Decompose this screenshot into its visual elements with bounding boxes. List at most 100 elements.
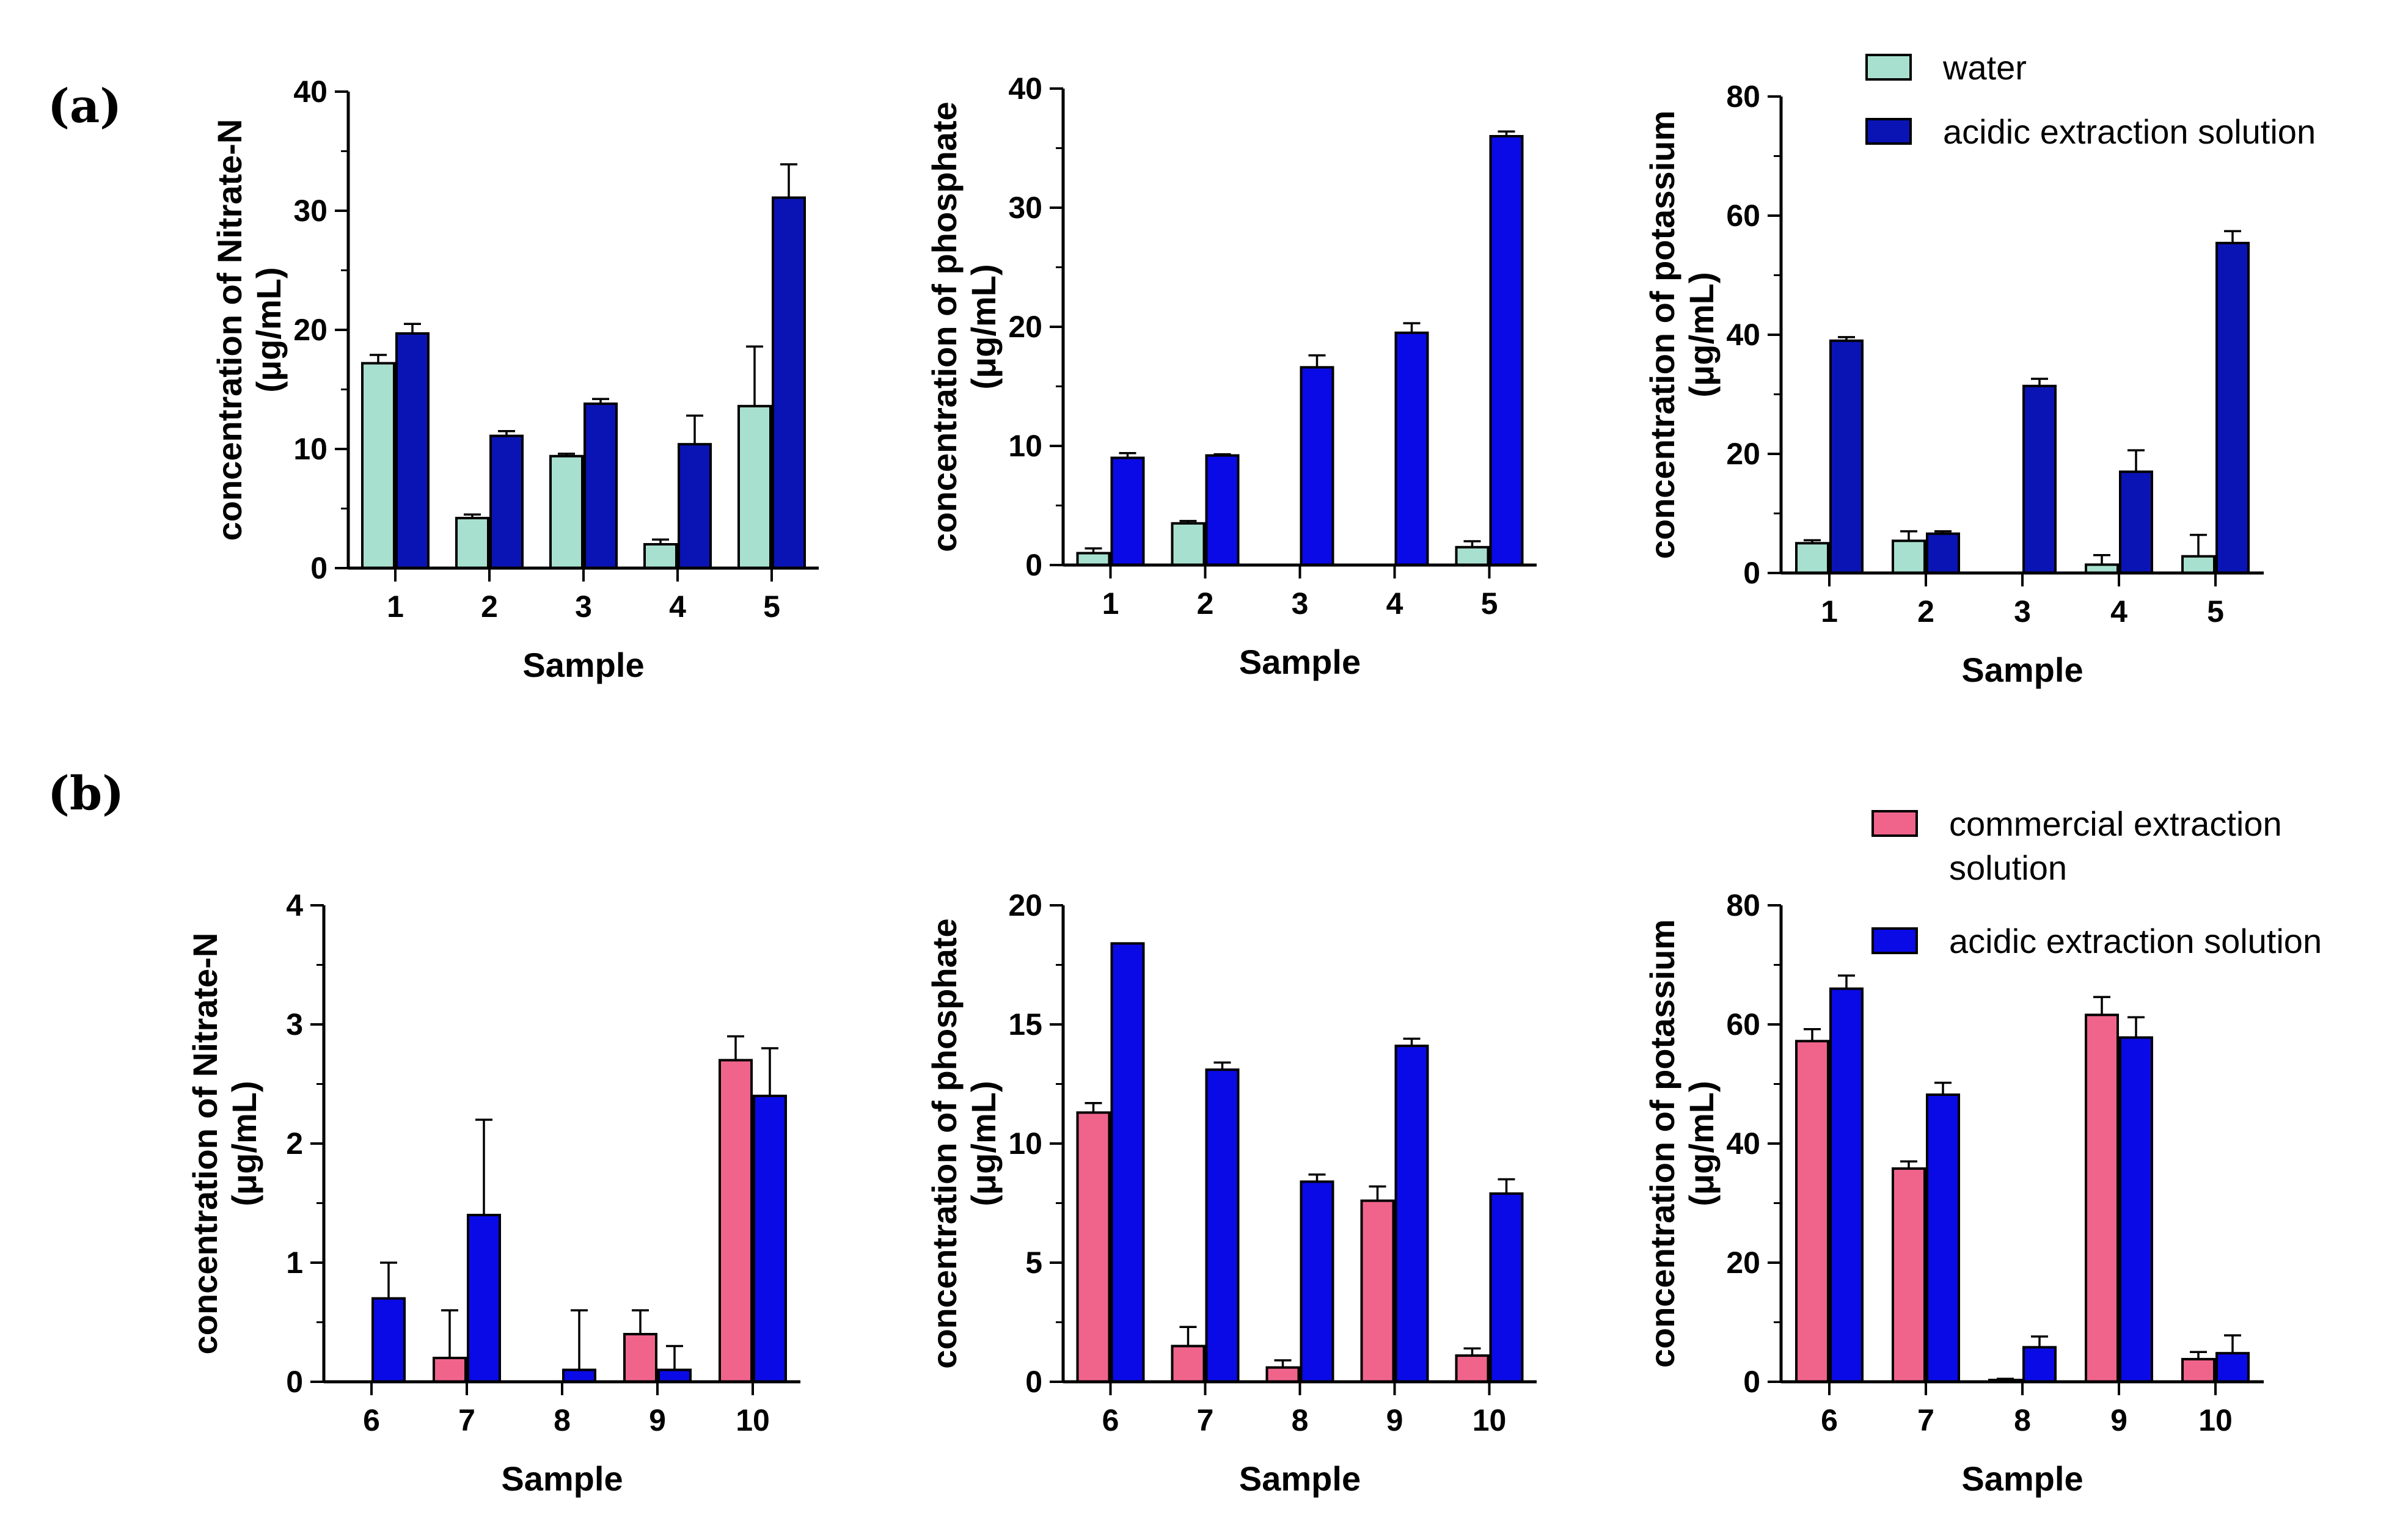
y-axis-title: (μg/mL)	[964, 1081, 1003, 1206]
y-tick-label: 2	[286, 1126, 303, 1161]
bar-commercial-extraction-solution-6	[1076, 1111, 1111, 1384]
x-tick-label: 2	[481, 589, 498, 624]
bar-acidic-extraction-solution-3	[584, 402, 618, 570]
bar-acidic-extraction-solution-7	[1926, 1093, 1960, 1384]
x-axis-title: Sample	[522, 646, 644, 684]
bar-acidic-extraction-solution-1	[1829, 339, 1864, 574]
x-tick-label: 5	[763, 589, 780, 624]
legend-b: commercial extraction solution acidic extr…	[1871, 805, 2322, 960]
chart-4: 0 1 2 3 4 6 7 8 9 10 Sample concentration of Nitrat…	[186, 888, 800, 1498]
x-axis-title: Sample	[1239, 643, 1361, 681]
legend-swatch	[1871, 927, 1918, 954]
bar-acidic-extraction-solution-8	[1300, 1180, 1334, 1384]
legend-label: commercial extraction	[1949, 805, 2282, 843]
y-axis-title: concentration of phosphate	[925, 918, 964, 1368]
bar-acidic-extraction-solution-10	[753, 1095, 787, 1383]
bar-acidic-extraction-solution-9	[657, 1368, 692, 1383]
bar-water-5	[1455, 546, 1490, 566]
bar-commercial-extraction-solution-9	[1360, 1199, 1395, 1383]
x-tick-label: 4	[1386, 586, 1403, 621]
y-axis-title: (μg/mL)	[1682, 1081, 1721, 1206]
bar-water-2	[455, 517, 489, 569]
x-tick-label: 10	[736, 1403, 770, 1437]
legend-label: acidic extraction solution	[1949, 922, 2322, 960]
bar-acidic-extraction-solution-5	[1489, 135, 1524, 566]
y-tick-label: 30	[1008, 191, 1042, 225]
legend-swatch	[1865, 118, 1912, 145]
y-tick-label: 5	[1025, 1246, 1042, 1280]
x-tick-label: 10	[2198, 1403, 2233, 1437]
x-axis-title: Sample	[1961, 1459, 2083, 1498]
y-tick-label: 40	[1008, 71, 1042, 106]
bar-water-1	[1795, 542, 1829, 574]
y-tick-label: 80	[1726, 79, 1760, 114]
x-axis-title: Sample	[1239, 1459, 1361, 1498]
bar-commercial-extraction-solution-7	[1892, 1167, 1926, 1383]
x-tick-label: 4	[2110, 594, 2127, 629]
y-axis-title: concentration of potassium	[1643, 111, 1681, 559]
bar-acidic-extraction-solution-4	[1394, 331, 1429, 566]
y-tick-label: 15	[1008, 1007, 1042, 1042]
bar-water-1	[361, 362, 395, 569]
bar-commercial-extraction-solution-10	[1455, 1354, 1490, 1384]
chart-2: 0 10 20 30 40 1 2 3 4 5 Sample concentration of pho…	[925, 71, 1537, 681]
x-tick-label: 2	[1197, 586, 1214, 621]
y-tick-label: 20	[1008, 888, 1042, 922]
bar-acidic-extraction-solution-7	[467, 1214, 501, 1383]
y-tick-label: 0	[1743, 556, 1760, 590]
bar-acidic-extraction-solution-10	[2215, 1352, 2250, 1383]
x-tick-label: 1	[1821, 594, 1838, 629]
bar-water-5	[737, 404, 772, 569]
y-tick-label: 40	[1726, 318, 1760, 352]
x-tick-label: 8	[2014, 1403, 2031, 1437]
chart-6: 0 20 40 60 80 6 7 8 9 10 Sample concentration of po…	[1643, 888, 2264, 1498]
y-tick-label: 20	[1726, 1246, 1760, 1280]
y-axis-title: (μg/mL)	[1682, 272, 1721, 397]
y-axis-title: concentration of Nitrate-N	[210, 119, 249, 541]
x-tick-label: 3	[1292, 586, 1309, 621]
x-axis-title: Sample	[1961, 651, 2083, 689]
x-tick-label: 9	[2110, 1403, 2127, 1437]
x-axis-title: Sample	[501, 1459, 623, 1498]
y-tick-label: 0	[1025, 1365, 1042, 1399]
x-tick-label: 7	[458, 1403, 475, 1437]
y-tick-label: 30	[293, 194, 327, 228]
legend-label: solution	[1949, 848, 2067, 887]
x-tick-label: 6	[1821, 1403, 1838, 1437]
bar-acidic-extraction-solution-4	[2119, 470, 2153, 574]
bar-commercial-extraction-solution-10	[719, 1059, 753, 1383]
y-tick-label: 60	[1726, 199, 1760, 233]
bar-acidic-extraction-solution-9	[2119, 1036, 2153, 1383]
bar-acidic-extraction-solution-6	[1829, 987, 1864, 1383]
x-tick-label: 10	[1473, 1403, 1507, 1437]
bar-acidic-extraction-solution-8	[562, 1368, 596, 1383]
x-tick-label: 9	[649, 1403, 666, 1437]
bar-water-2	[1892, 539, 1926, 574]
chart-5: 0 5 10 15 20 6 7 8 9 10 Sample concentration of pho…	[925, 888, 1537, 1498]
bar-commercial-extraction-solution-9	[623, 1333, 657, 1383]
y-tick-label: 0	[1025, 548, 1042, 582]
bar-acidic-extraction-solution-2	[489, 434, 524, 569]
bar-water-1	[1076, 552, 1111, 566]
x-tick-label: 3	[2014, 594, 2031, 629]
y-axis-title: (μg/mL)	[964, 264, 1003, 389]
y-tick-label: 0	[310, 551, 327, 585]
x-tick-label: 8	[1292, 1403, 1309, 1437]
bar-acidic-extraction-solution-9	[1394, 1045, 1429, 1383]
x-tick-label: 2	[1917, 594, 1934, 629]
y-tick-label: 4	[286, 888, 303, 922]
legend-label: water	[1942, 48, 2027, 87]
x-tick-label: 6	[363, 1403, 380, 1437]
bar-acidic-extraction-solution-7	[1205, 1068, 1240, 1383]
y-tick-label: 40	[1726, 1126, 1760, 1161]
chart-3: 0 20 40 60 80 1 2 3 4 5 Sample concentration of pot…	[1643, 79, 2264, 689]
y-tick-label: 3	[286, 1007, 303, 1042]
x-tick-label: 9	[1386, 1403, 1403, 1437]
legend-swatch	[1865, 54, 1912, 81]
y-axis-title: (μg/mL)	[249, 267, 288, 392]
x-tick-label: 7	[1917, 1403, 1934, 1437]
bar-acidic-extraction-solution-6	[371, 1297, 406, 1383]
